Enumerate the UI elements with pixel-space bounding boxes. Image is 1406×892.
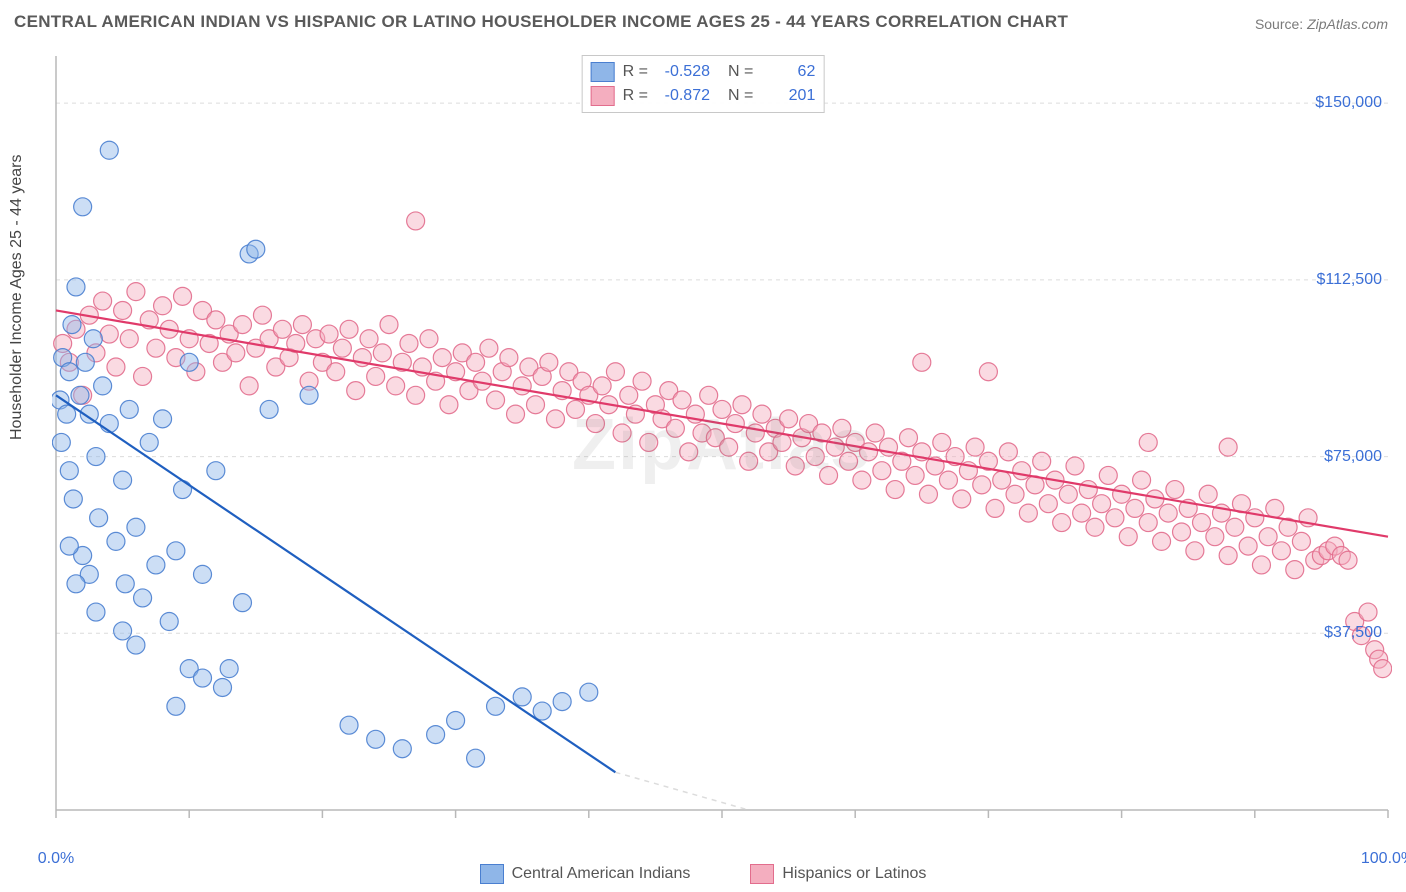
series-legend: Central American Indians Hispanics or La… [0,864,1406,884]
plot-area: ZipAtlas $37,500$75,000$112,500$150,0000… [52,50,1392,840]
legend-label-cai: Central American Indians [512,865,691,883]
correlation-legend: R = -0.528 N = 62 R = -0.872 N = 201 [582,55,825,113]
y-axis-label: Householder Income Ages 25 - 44 years [8,155,26,441]
chart-container: CENTRAL AMERICAN INDIAN VS HISPANIC OR L… [0,0,1406,892]
chart-svg [52,50,1392,840]
legend-swatch-icon [480,864,504,884]
n-value-hl: 201 [759,87,815,105]
r-value-cai: -0.528 [654,63,710,81]
source-label: Source: [1255,16,1307,32]
legend-label-hl: Hispanics or Latinos [782,865,926,883]
source-value: ZipAtlas.com [1307,16,1388,32]
y-tick-label: $75,000 [1324,448,1382,466]
legend-swatch-hl [591,86,615,106]
y-tick-label: $150,000 [1315,94,1382,112]
legend-row-hl: R = -0.872 N = 201 [591,84,816,108]
source-attribution: Source: ZipAtlas.com [1255,16,1388,32]
y-tick-label: $37,500 [1324,624,1382,642]
legend-row-cai: R = -0.528 N = 62 [591,60,816,84]
y-tick-label: $112,500 [1316,271,1382,289]
n-label: N = [728,63,753,81]
legend-swatch-icon [750,864,774,884]
n-label: N = [728,87,753,105]
r-label: R = [623,63,648,81]
r-label: R = [623,87,648,105]
legend-item-cai: Central American Indians [480,864,691,884]
legend-item-hl: Hispanics or Latinos [750,864,926,884]
n-value-cai: 62 [759,63,815,81]
legend-swatch-cai [591,62,615,82]
chart-title: CENTRAL AMERICAN INDIAN VS HISPANIC OR L… [14,12,1068,32]
r-value-hl: -0.872 [654,87,710,105]
